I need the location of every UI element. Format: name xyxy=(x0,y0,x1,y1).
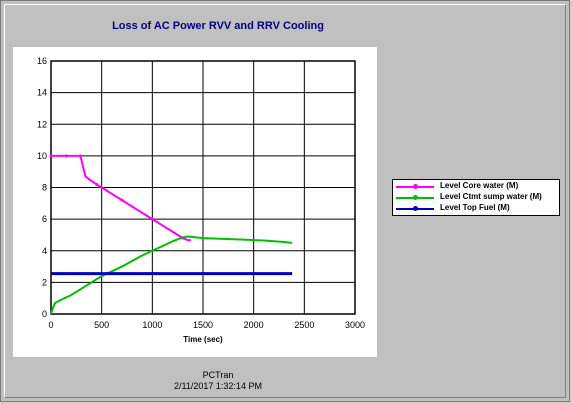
x-tick-label-0: 0 xyxy=(48,320,53,330)
y-tick-label-0: 0 xyxy=(42,309,47,319)
footer-timestamp: 2/11/2017 1:32:14 PM xyxy=(174,381,262,391)
y-tick-label-8: 16 xyxy=(37,56,47,66)
x-tick-label-1: 500 xyxy=(94,320,109,330)
legend-label-2: Level Top Fuel (M) xyxy=(440,203,510,212)
footer: PCTran 2/11/2017 1:32:14 PM xyxy=(5,370,431,392)
series-line-1 xyxy=(50,235,293,315)
y-tick-label-3: 6 xyxy=(42,214,47,224)
legend: Level Core water (M) Level Ctmt sump wate… xyxy=(392,179,560,216)
x-tick-label-2: 1000 xyxy=(142,320,162,330)
legend-item-0: Level Core water (M) xyxy=(396,181,558,192)
plot-border xyxy=(50,60,356,315)
legend-label-1: Level Ctmt sump water (M) xyxy=(440,192,542,201)
legend-label-0: Level Core water (M) xyxy=(440,181,519,190)
legend-marker-0 xyxy=(413,184,418,189)
series-0-point-9 xyxy=(95,182,99,186)
series-0-point-0 xyxy=(49,154,53,158)
series-0-point-6 xyxy=(78,154,82,158)
x-tick-label-5: 2500 xyxy=(294,320,314,330)
chart-title: Loss of AC Power RVV and RRV Cooling xyxy=(112,20,324,32)
y-tick-label-4: 8 xyxy=(42,183,47,193)
plot-panel: 0 500 1000 1500 2000 2500 3000 0 2 4 6 8 10 12 14 16 Tim… xyxy=(13,47,377,357)
y-tick-label-2: 4 xyxy=(42,246,47,256)
x-tick-label-6: 3000 xyxy=(345,320,365,330)
series-0-point-15 xyxy=(150,217,154,221)
series-line-0 xyxy=(51,154,192,242)
y-tick-label-1: 2 xyxy=(42,277,47,287)
y-tick-label-7: 14 xyxy=(37,88,47,98)
series-0-point-3 xyxy=(64,154,68,158)
footer-app-name: PCTran xyxy=(202,370,234,380)
y-tick-label-5: 10 xyxy=(37,151,47,161)
x-tick-label-4: 2000 xyxy=(244,320,264,330)
series-0-point-12 xyxy=(120,198,124,202)
legend-marker-2 xyxy=(413,206,418,211)
legend-marker-1 xyxy=(413,195,418,200)
x-axis-label: Time (sec) xyxy=(183,335,223,344)
y-tick-label-6: 12 xyxy=(37,119,47,129)
chart-svg: 0 500 1000 1500 2000 2500 3000 0 2 4 6 8 10 12 14 16 Tim… xyxy=(37,56,365,344)
legend-item-2: Level Top Fuel (M) xyxy=(396,203,558,214)
x-tick-label-3: 1500 xyxy=(193,320,213,330)
chart-inner-panel: Loss of AC Power RVV and RRV Cooling 0 50… xyxy=(4,4,566,398)
legend-item-1: Level Ctmt sump water (M) xyxy=(396,192,558,203)
